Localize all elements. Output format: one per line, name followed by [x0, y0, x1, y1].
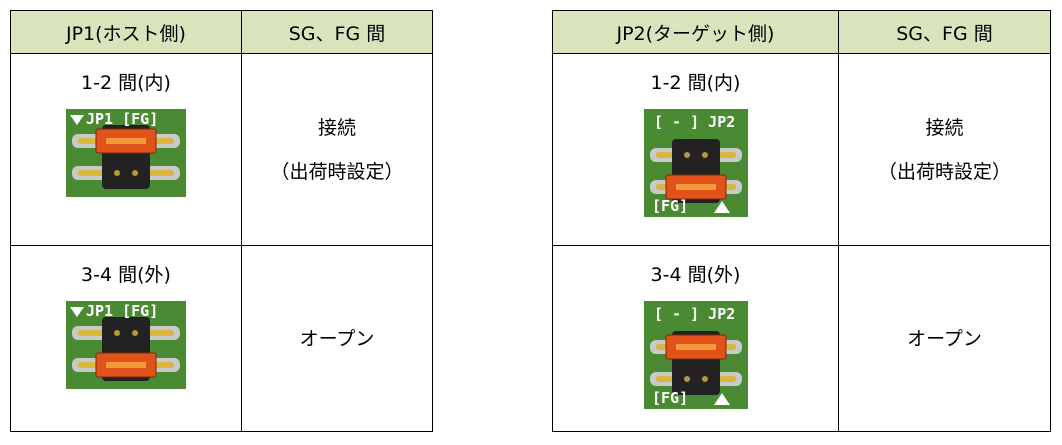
jumper-slot [675, 344, 716, 350]
state-cell: オープン [838, 245, 1051, 432]
position-cell: 3-4 間(外) JP1 [FG] [10, 245, 242, 432]
pin [114, 330, 120, 336]
silk-label: [FG] [652, 197, 688, 215]
jumper-table: JP1(ホスト側) SG、FG 間 1-2 間(内) JP1 [FG] 接続 （出荷時設定… [10, 10, 433, 432]
header-cell: JP1(ホスト側) [10, 10, 242, 54]
silk-arrow [713, 393, 730, 405]
table-row: 3-4 間(外) [ - ] JP2 [FG] オープン [552, 245, 1051, 432]
header-cell: SG、FG 間 [838, 10, 1051, 54]
pin [114, 170, 120, 176]
table-body: JP1(ホスト側) SG、FG 間 1-2 間(内) JP1 [FG] 接続 （出荷時設定… [10, 10, 433, 432]
state-text: オープン [299, 327, 375, 350]
position-cell: 3-4 間(外) [ - ] JP2 [FG] [552, 245, 839, 432]
pin [683, 376, 690, 382]
jumper-photo: JP1 [FG] [66, 109, 186, 197]
jumper-photo: JP1 [FG] [66, 301, 186, 389]
pin [132, 330, 138, 336]
position-cell: 1-2 間(内) [ - ] JP2 [FG] [552, 53, 839, 246]
table-row: 1-2 間(内) [ - ] JP2 [FG] 接続 （出荷時設定） [552, 53, 1051, 246]
header-cell: JP2(ターゲット側) [552, 10, 839, 54]
silk-arrow [70, 307, 84, 317]
state-cell: 接続 （出荷時設定） [838, 53, 1051, 246]
pin [701, 152, 708, 158]
state-text: （出荷時設定） [877, 160, 1011, 183]
silk-arrow [70, 115, 84, 125]
table-body: JP2(ターゲット側) SG、FG 間 1-2 間(内) [ - ] JP2 [FG] 接… [552, 10, 1051, 432]
position-label: 3-4 間(外) [81, 264, 171, 286]
table-row: 1-2 間(内) JP1 [FG] 接続 （出荷時設定） [10, 53, 433, 246]
state-text: （出荷時設定） [270, 160, 404, 183]
jumper-slot [675, 184, 716, 190]
jumper-photo: [ - ] JP2 [FG] [643, 109, 748, 217]
silk-label: [ - ] JP2 [654, 305, 735, 323]
state-text: 接続 [317, 116, 356, 139]
jumper-photo: [ - ] JP2 [FG] [643, 301, 748, 409]
header-row: JP1(ホスト側) SG、FG 間 [10, 10, 433, 54]
state-cell: オープン [241, 245, 433, 432]
pin [701, 376, 708, 382]
silk-label: JP1 [FG] [86, 110, 158, 128]
pin [683, 152, 690, 158]
silk-arrow [713, 201, 730, 213]
silk-label: JP1 [FG] [86, 302, 158, 320]
position-label: 1-2 間(内) [81, 72, 171, 94]
position-cell: 1-2 間(内) JP1 [FG] [10, 53, 242, 246]
state-text: 接続 [925, 116, 964, 139]
position-label: 1-2 間(内) [650, 72, 741, 94]
state-cell: 接続 （出荷時設定） [241, 53, 433, 246]
table-row: 3-4 間(外) JP1 [FG] オープン [10, 245, 433, 432]
header-cell: SG、FG 間 [241, 10, 433, 54]
header-row: JP2(ターゲット側) SG、FG 間 [552, 10, 1051, 54]
silk-label: [ - ] JP2 [654, 113, 735, 131]
jumper-slot [106, 362, 146, 368]
pin [132, 170, 138, 176]
position-label: 3-4 間(外) [650, 264, 741, 286]
jumper-slot [106, 138, 146, 144]
state-text: オープン [907, 327, 982, 350]
jumper-table: JP2(ターゲット側) SG、FG 間 1-2 間(内) [ - ] JP2 [FG] 接… [552, 10, 1051, 432]
silk-label: [FG] [652, 389, 688, 407]
